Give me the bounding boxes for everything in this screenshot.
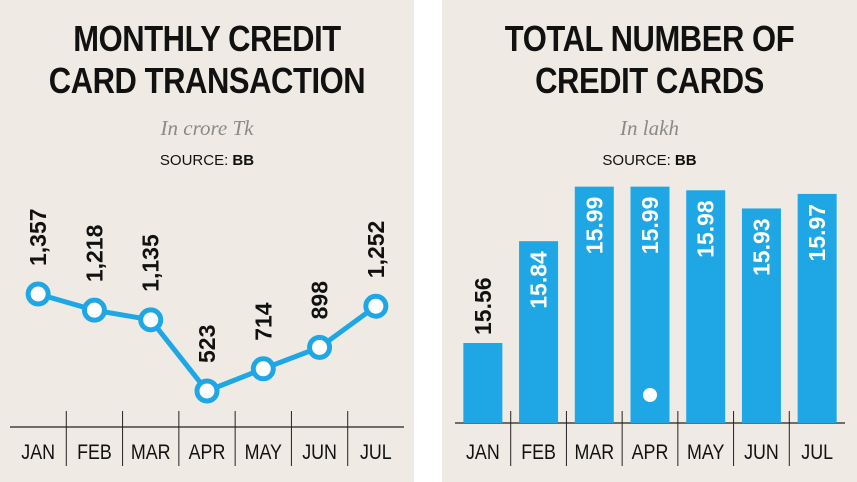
- x-tick-label: JUN: [302, 441, 337, 465]
- source-value: BB: [232, 152, 255, 169]
- x-tick-label: MAY: [245, 441, 282, 465]
- data-label: 15.56: [470, 277, 496, 335]
- bar: [463, 343, 503, 423]
- x-tick-label: MAY: [687, 441, 724, 465]
- line-chart: 1,357 JAN 1,218 FEB 1,135 MAR 523 APR 714 MAY 898 J…: [10, 208, 404, 466]
- data-label: 1,357: [25, 208, 51, 266]
- source-value: BB: [674, 152, 697, 169]
- data-label: 523: [194, 325, 220, 363]
- data-point: [250, 356, 276, 382]
- bar: [630, 186, 670, 423]
- data-label: 15.98: [693, 200, 719, 258]
- data-label: 15.99: [581, 197, 607, 255]
- data-label: 15.84: [526, 251, 552, 309]
- bar: [686, 190, 726, 423]
- bar: [797, 193, 837, 423]
- x-tick-label: JUL: [801, 441, 833, 465]
- x-tick-label: MAR: [574, 441, 614, 465]
- chart-unit: In crore Tk: [160, 116, 254, 140]
- chart-source: SOURCE: BB: [0, 152, 414, 169]
- bar: [741, 208, 781, 423]
- x-tick-label: JAN: [466, 441, 500, 465]
- title-line-1: MONTHLY CREDIT: [73, 18, 341, 59]
- x-tick-label: FEB: [77, 441, 112, 465]
- data-point: [194, 378, 220, 404]
- data-point: [363, 293, 389, 319]
- x-tick-label: APR: [189, 441, 226, 465]
- data-point: [138, 307, 164, 333]
- title-line-1: TOTAL NUMBER OF: [504, 18, 795, 59]
- data-point: [25, 281, 51, 307]
- x-tick-label: JUN: [744, 441, 779, 465]
- marker-dot: [643, 388, 657, 402]
- cards-chart-panel: TOTAL NUMBER OF CREDIT CARDS In lakh SOU…: [442, 0, 857, 482]
- data-label: 1,218: [81, 224, 107, 282]
- bar-chart: 15.56 JAN 15.84 FEB 15.99 MAR 15.99 APR 15.98 MAY…: [455, 186, 845, 466]
- bar: [574, 186, 614, 423]
- chart-source: SOURCE: BB: [442, 152, 857, 169]
- data-label: 1,135: [138, 234, 164, 292]
- data-point: [307, 334, 333, 360]
- data-label: 15.99: [637, 197, 663, 255]
- x-tick-label: FEB: [521, 441, 556, 465]
- chart-title: TOTAL NUMBER OF CREDIT CARDS: [471, 18, 828, 102]
- x-tick-label: APR: [632, 441, 669, 465]
- source-label: SOURCE:: [159, 152, 229, 169]
- x-tick-label: MAR: [131, 441, 171, 465]
- data-label: 714: [250, 302, 276, 341]
- data-label: 1,252: [363, 221, 389, 279]
- data-label: 898: [307, 281, 333, 320]
- bar: [519, 241, 559, 423]
- chart-unit: In lakh: [620, 116, 679, 140]
- x-tick-label: JAN: [21, 441, 55, 465]
- title-line-2: CREDIT CARDS: [535, 60, 764, 101]
- source-label: SOURCE:: [602, 152, 671, 169]
- data-label: 15.97: [804, 204, 830, 262]
- title-line-2: CARD TRANSACTION: [48, 60, 366, 101]
- data-label: 15.93: [748, 218, 774, 276]
- transaction-chart-panel: MONTHLY CREDIT CARD TRANSACTION In crore…: [0, 0, 414, 482]
- x-tick-label: JUL: [360, 441, 392, 465]
- data-point: [81, 297, 107, 323]
- chart-title: MONTHLY CREDIT CARD TRANSACTION: [29, 18, 385, 102]
